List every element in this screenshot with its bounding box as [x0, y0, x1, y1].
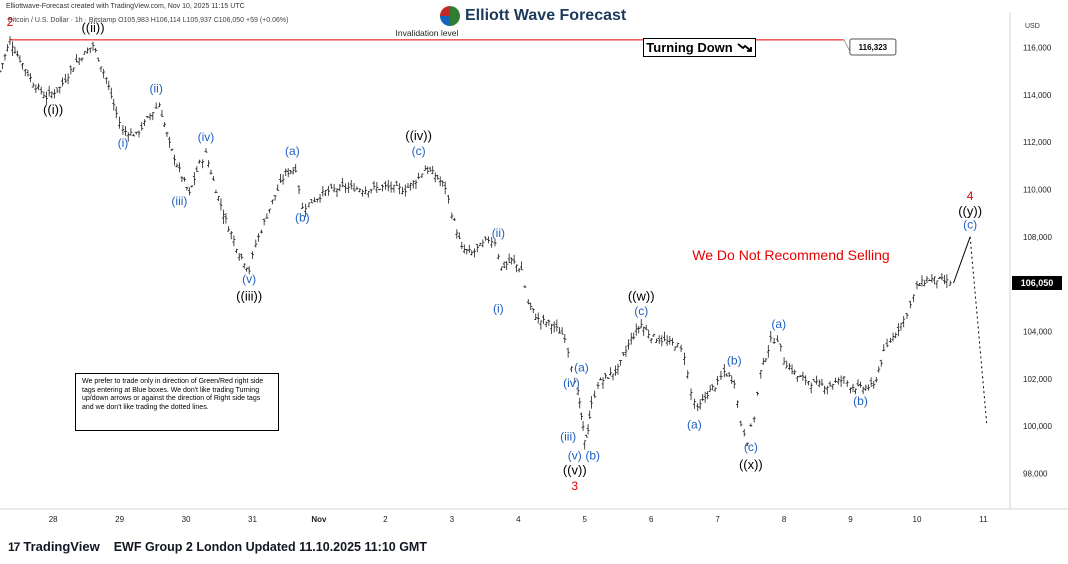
wave-label: (b) [853, 394, 868, 408]
y-tick-label: 108,000 [1023, 233, 1052, 242]
wave-label: ((y)) [958, 204, 982, 219]
current-price: 106,050 [1012, 275, 1062, 290]
wave-label: (b) [295, 210, 310, 224]
x-tick-label: Nov [311, 515, 327, 524]
x-tick-label: 10 [913, 515, 922, 524]
wave-label: ((iv)) [405, 128, 432, 143]
y-tick-label: 104,000 [1023, 328, 1052, 337]
wave-label: ((w)) [628, 289, 655, 304]
y-tick-label: 98,000 [1023, 470, 1048, 479]
y-tick-label: 116,000 [1023, 44, 1052, 53]
symbol-line: Bitcoin / U.S. Dollar · 1h · Bitstamp O1… [8, 17, 289, 24]
turning-down-box: Turning Down [643, 38, 756, 57]
current-price-tag [1012, 275, 1062, 290]
wave-label: (v) [568, 448, 582, 462]
price-series [0, 36, 952, 450]
wave-labels: 2 ((ii)) ((i)) (ii) (i) (iv) (iii) (v) ((iii)) (a… [7, 15, 982, 493]
tradingview-brand: 17 TradingView [8, 539, 100, 554]
wave-label: (c) [963, 218, 977, 232]
wave-label: ((x)) [739, 457, 763, 472]
current-price-label: 106,050 [1021, 278, 1054, 288]
warning-text: We Do Not Recommend Selling [692, 247, 889, 263]
projection-dotted [969, 236, 988, 424]
x-tick-label: 4 [516, 515, 521, 524]
invalidation-value-box [849, 38, 897, 56]
footer: 17 TradingView EWF Group 2 London Update… [8, 539, 427, 554]
attribution: Elliottwave-Forecast created with Tradin… [6, 3, 245, 10]
trading-note: We prefer to trade only in direction of … [75, 373, 279, 431]
y-tick-label: 112,000 [1023, 138, 1052, 147]
wave-label: (iv) [563, 376, 580, 390]
x-tick-label: 3 [450, 515, 455, 524]
wave-label: (ii) [149, 81, 162, 95]
wave-label: (a) [687, 418, 702, 432]
x-tick-label: 5 [583, 515, 588, 524]
wave-label: (a) [771, 317, 786, 331]
wave-label: (v) [242, 272, 256, 286]
wave-label: (a) [285, 144, 300, 158]
wave-label: 2 [7, 15, 14, 29]
x-tick-label: 28 [49, 515, 58, 524]
y-tick-label: 100,000 [1023, 422, 1052, 431]
wave-label: (b) [727, 354, 742, 368]
y-tick-label: 102,000 [1023, 375, 1052, 384]
x-tick-label: 31 [248, 515, 257, 524]
tradingview-text: TradingView [23, 539, 100, 554]
x-tick-label: 6 [649, 515, 654, 524]
x-tick-label: 8 [782, 515, 787, 524]
wave-label: (ii) [492, 226, 505, 240]
update-text: EWF Group 2 London Updated 11.10.2025 11… [113, 539, 427, 554]
wave-label: (c) [412, 144, 426, 158]
y-tick-label: 110,000 [1023, 186, 1052, 195]
wave-label: (i) [118, 136, 129, 150]
invalidation-value: 116,323 [859, 43, 888, 52]
projection-path [953, 236, 988, 424]
wave-label: (c) [634, 304, 648, 318]
price-axis-unit: USD [1025, 23, 1040, 30]
x-tick-label: 7 [715, 515, 720, 524]
x-tick-label: 2 [383, 515, 388, 524]
wave-label: ((ii)) [81, 20, 104, 35]
x-tick-label: 9 [848, 515, 853, 524]
y-tick-label: 114,000 [1023, 91, 1052, 100]
price-axis: 98,000100,000102,000104,000106,000108,00… [1023, 44, 1052, 479]
wave-label: (c) [744, 440, 758, 454]
projection-solid [953, 236, 971, 284]
wave-label: ((iii)) [236, 289, 262, 304]
wave-label: (iii) [560, 429, 576, 443]
ewf-globe-icon [440, 6, 460, 26]
time-axis: 28 29 30 31 Nov 2 3 4 5 6 7 8 9 10 11 [49, 515, 988, 524]
tradingview-logo-icon: 17 [8, 539, 20, 554]
x-tick-label: 30 [182, 515, 191, 524]
wave-label: (b) [585, 448, 600, 462]
wave-label: ((v)) [563, 463, 587, 478]
invalidation-label: Invalidation level [395, 28, 458, 38]
wave-label: (a) [574, 361, 589, 375]
brand: Elliott Wave Forecast [440, 6, 626, 26]
wave-label: (iii) [171, 194, 187, 208]
x-tick-label: 29 [115, 515, 124, 524]
arrow-down-right-icon [737, 43, 752, 52]
wave-label: (iv) [198, 130, 215, 144]
wave-label: (i) [493, 302, 504, 316]
wave-label: ((i)) [43, 102, 63, 117]
wave-label: 4 [967, 189, 974, 203]
wave-label: 3 [571, 479, 578, 493]
x-tick-label: 11 [979, 515, 988, 524]
brand-name: Elliott Wave Forecast [465, 7, 627, 24]
turning-down-label: Turning Down [646, 40, 733, 55]
